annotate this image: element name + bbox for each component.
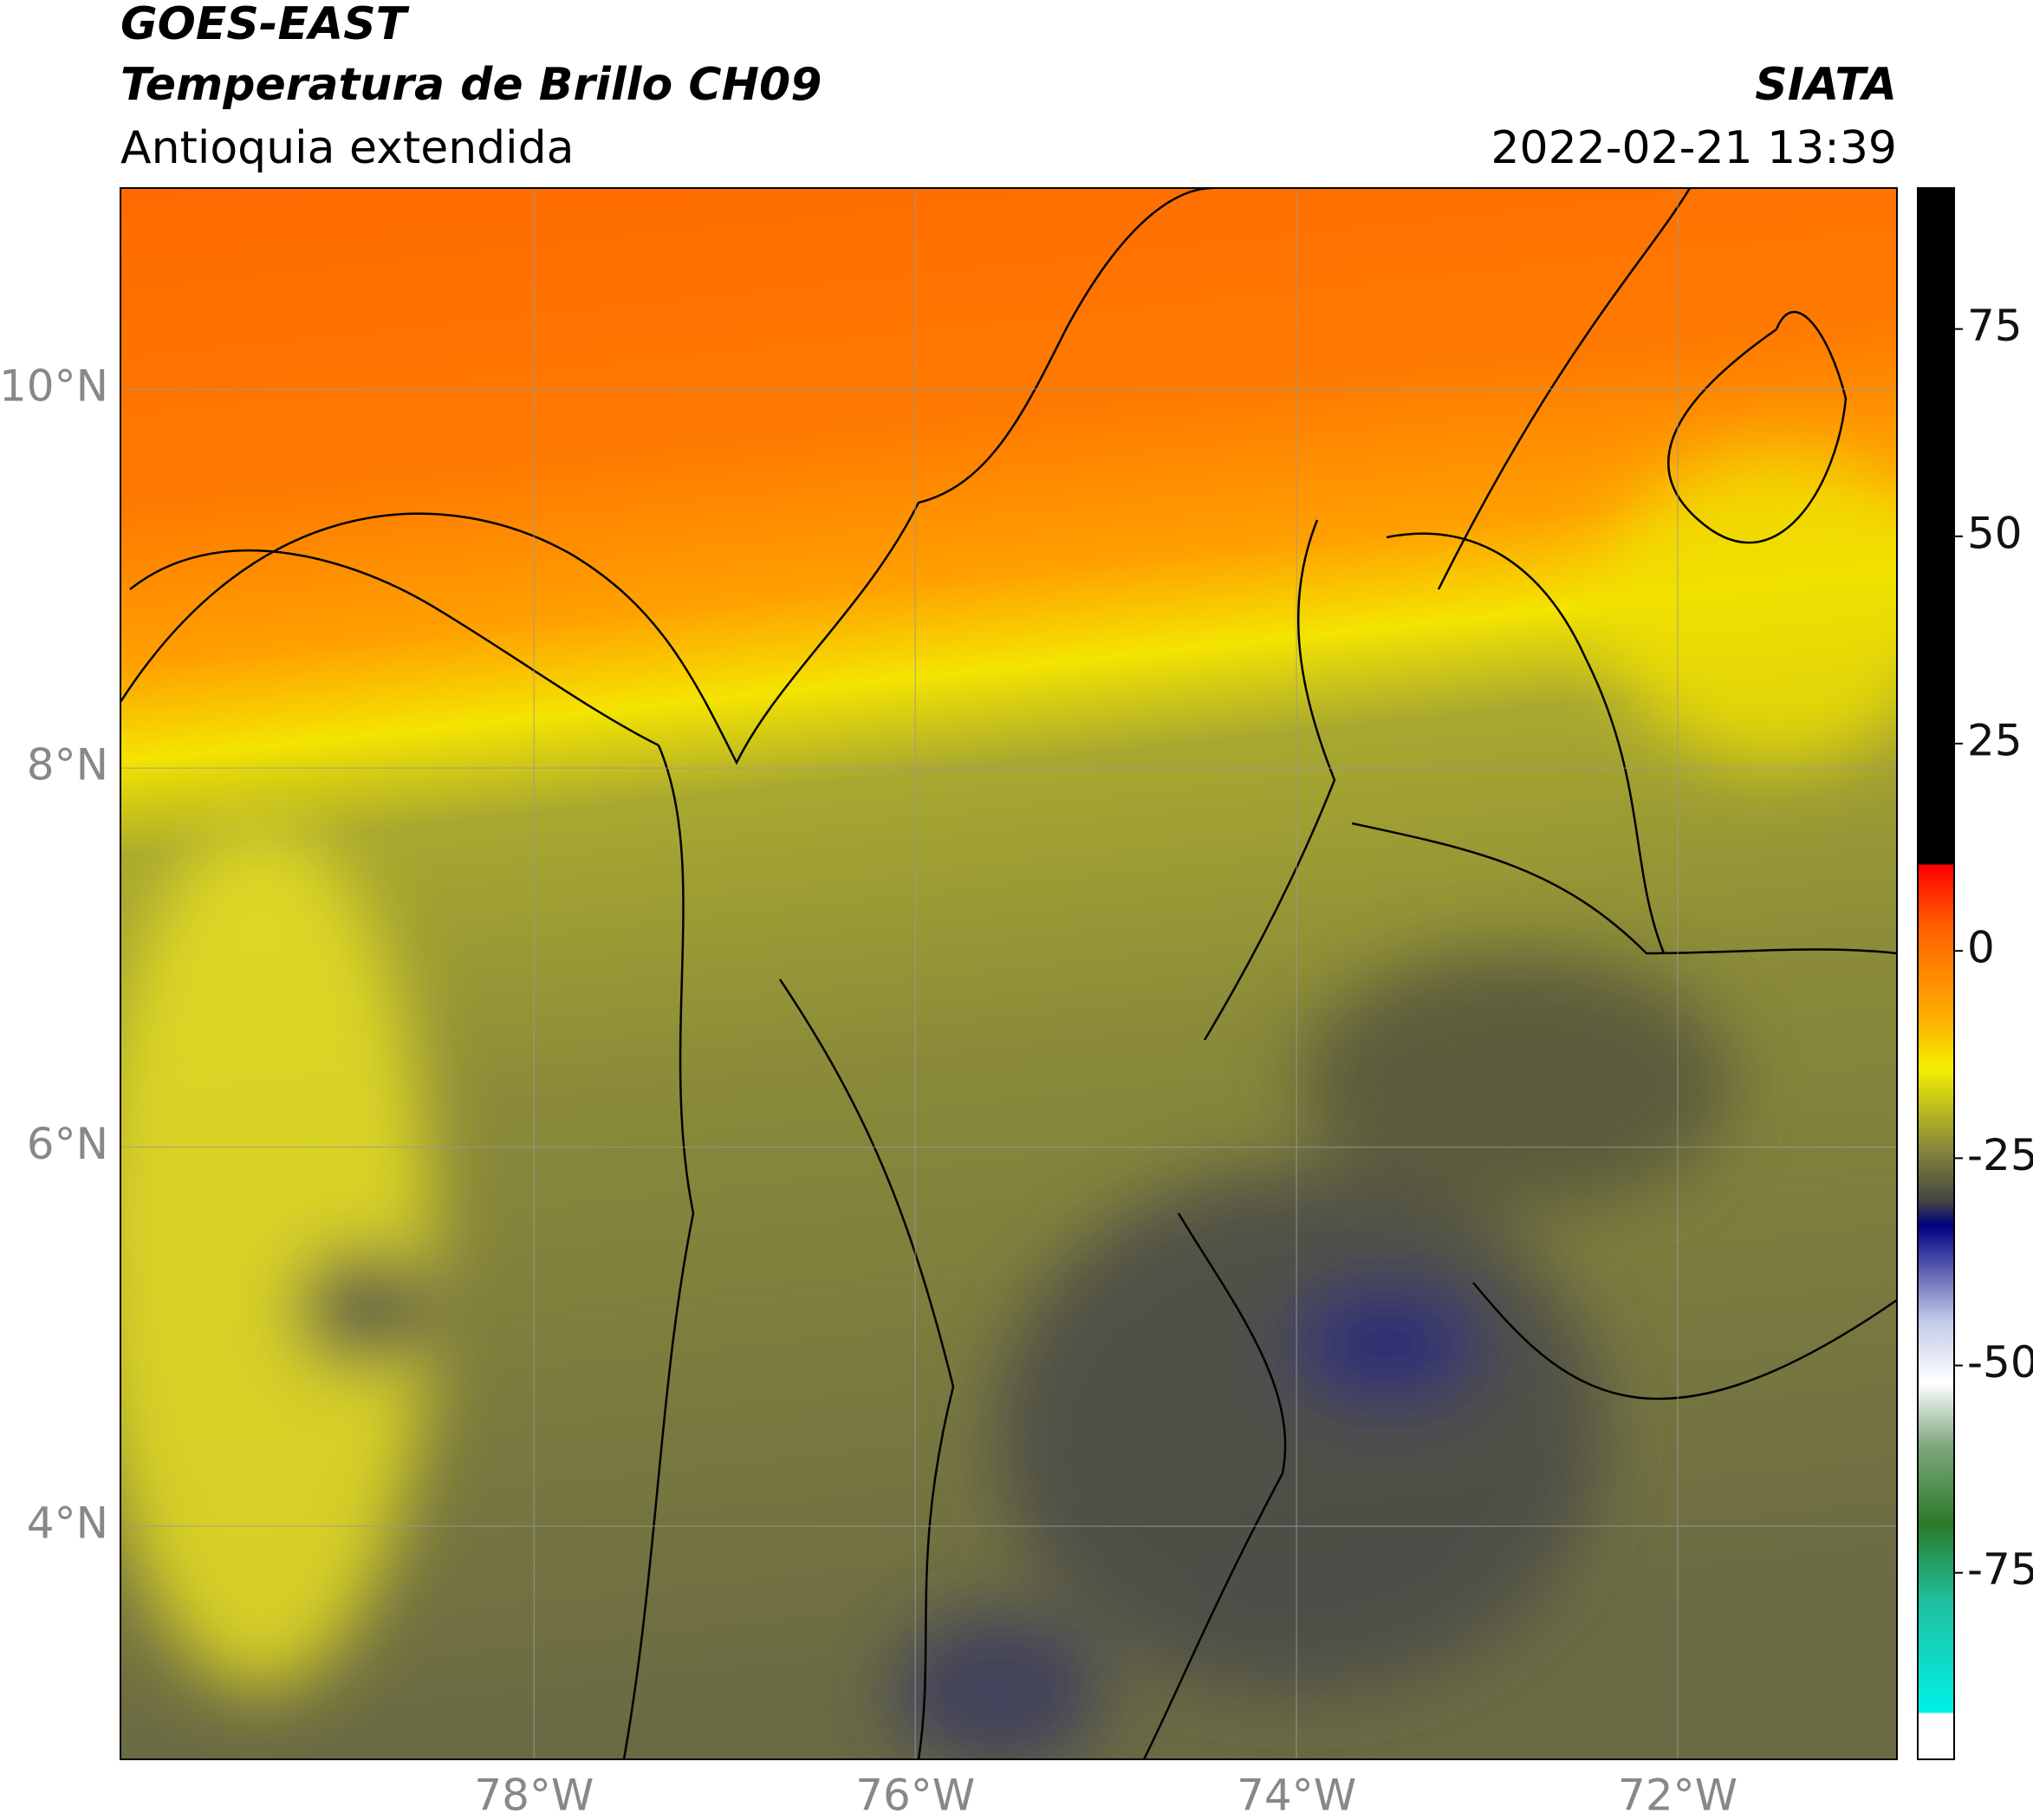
- colorbar-tick-label: -75: [1967, 1544, 2033, 1595]
- map-frame: [120, 187, 1898, 1760]
- y-tick-label: 8°N: [27, 740, 108, 790]
- colorbar-tick-label: 75: [1967, 301, 2023, 351]
- y-tick-label: 4°N: [27, 1498, 108, 1549]
- colorbar-tick-label: 0: [1967, 923, 1995, 973]
- x-tick-label: 76°W: [855, 1771, 975, 1820]
- x-tick-label: 74°W: [1237, 1771, 1356, 1820]
- x-tick-label: 78°W: [474, 1771, 594, 1820]
- colorbar: [1917, 187, 1955, 1760]
- colorbar-tick-label: 50: [1967, 508, 2023, 558]
- y-tick-label: 6°N: [27, 1119, 108, 1169]
- y-tick-label: 10°N: [0, 361, 108, 411]
- title: GOES-EAST: [120, 0, 410, 50]
- colorbar-tick-label: -50: [1967, 1337, 2033, 1388]
- subtitle: Temperatura de Brillo CH09: [120, 59, 822, 111]
- map-field: [120, 188, 1897, 1759]
- colorbar-tick-label: 25: [1967, 716, 2023, 766]
- datetime: 2022-02-21 13:39: [1491, 122, 1897, 174]
- x-tick-label: 72°W: [1618, 1771, 1737, 1820]
- source: SIATA: [1755, 59, 1897, 111]
- colorbar-tick-label: -25: [1967, 1130, 2033, 1180]
- region: Antioquia extendida: [120, 122, 575, 174]
